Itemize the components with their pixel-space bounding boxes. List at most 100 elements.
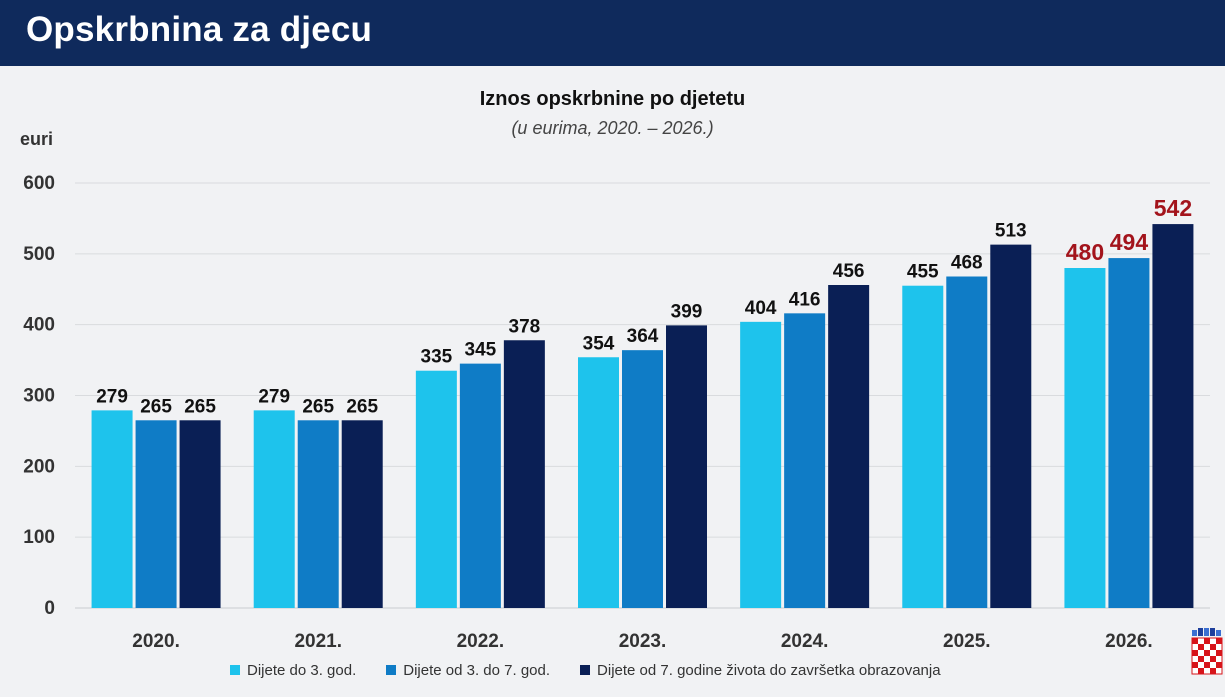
chart-area: Iznos opskrbnine po djetetu (u eurima, 2… [0, 66, 1225, 697]
x-tick-label: 2022. [457, 631, 505, 652]
checker-cell [1204, 656, 1210, 662]
data-label: 404 [745, 298, 777, 319]
legend-swatch-series-3 [580, 665, 591, 675]
data-label: 416 [789, 289, 821, 310]
checker-cell [1192, 656, 1198, 662]
checker-cell [1204, 638, 1210, 644]
checker-cell [1210, 638, 1216, 644]
bar-2022-series-1 [415, 370, 457, 608]
x-tick-label: 2024. [781, 631, 829, 652]
x-tick-label: 2023. [619, 631, 667, 652]
legend-item-series-3: Dijete od 7. godine života do završetka … [580, 662, 941, 679]
bar-2021-series-1 [253, 410, 295, 608]
legend-label-series-3: Dijete od 7. godine života do završetka … [597, 661, 941, 679]
checker-cell [1204, 662, 1210, 668]
checker-cell [1192, 644, 1198, 650]
checker-cell [1210, 662, 1216, 668]
checker-cell [1204, 668, 1210, 674]
legend-item-series-2: Dijete od 3. do 7. god. [386, 662, 550, 679]
data-label: 345 [465, 340, 497, 361]
data-label: 456 [833, 261, 865, 282]
legend-swatch-series-2 [386, 665, 397, 675]
bar-2024-series-3 [828, 285, 870, 608]
checker-cell [1204, 644, 1210, 650]
checker-cell [1198, 668, 1204, 674]
page-title: Opskrbnina za djecu [26, 10, 373, 49]
checker-border [1191, 637, 1223, 675]
y-tick-label: 400 [23, 315, 55, 336]
bar-2020-series-1 [91, 410, 133, 608]
checker-cell [1216, 668, 1222, 674]
chart-title: Iznos opskrbnine po djetetu [479, 88, 746, 110]
bar-2021-series-2 [297, 420, 339, 608]
checker-cell [1216, 638, 1222, 644]
bar-2024-series-2 [784, 313, 826, 608]
bar-2022-series-2 [459, 363, 501, 608]
croatian-coat-of-arms-icon [1191, 628, 1223, 675]
y-axis-unit-label: euri [20, 129, 54, 149]
checker-cell [1192, 638, 1198, 644]
x-tick-label: 2026. [1105, 631, 1153, 652]
bar-2021-series-3 [341, 420, 383, 608]
x-tick-label: 2020. [132, 631, 180, 652]
checker-cell [1198, 638, 1204, 644]
y-tick-label: 600 [23, 173, 55, 194]
data-label: 335 [421, 347, 453, 368]
checker-cell [1198, 656, 1204, 662]
y-tick-label: 0 [44, 598, 55, 619]
legend-item-series-1: Dijete do 3. god. [230, 662, 356, 679]
bar-2025-series-3 [990, 244, 1032, 608]
data-label: 455 [907, 262, 939, 283]
chart-legend: Dijete do 3. god. Dijete od 3. do 7. god… [230, 660, 971, 680]
checker-cell [1192, 650, 1198, 656]
data-label: 513 [995, 221, 1027, 242]
checker-cell [1210, 644, 1216, 650]
bar-2022-series-3 [503, 340, 545, 608]
y-tick-label: 100 [23, 527, 55, 548]
checker-cell [1192, 662, 1198, 668]
legend-swatch-series-1 [230, 665, 240, 675]
checker-cell [1210, 650, 1216, 656]
data-label: 494 [1110, 229, 1149, 255]
data-label: 279 [96, 386, 128, 407]
bar-chart: 0 100 200 300 400 500 600 279 265 265 2020. 279 265 2… [23, 173, 1210, 652]
bar-2025-series-1 [902, 285, 944, 608]
x-tick-label: 2021. [294, 631, 342, 652]
checker-cell [1204, 650, 1210, 656]
data-label: 364 [627, 326, 659, 347]
y-tick-label: 200 [23, 456, 55, 477]
checker-cell [1198, 662, 1204, 668]
data-label: 399 [671, 301, 703, 322]
chart-subtitle: (u eurima, 2020. – 2026.) [511, 118, 714, 138]
bar-2023-series-1 [578, 357, 619, 608]
data-label: 354 [583, 333, 615, 354]
checker-cell [1210, 656, 1216, 662]
data-label: 279 [258, 386, 290, 407]
data-label: 542 [1154, 195, 1192, 221]
checker-cell [1216, 662, 1222, 668]
bar-2020-series-3 [179, 420, 221, 608]
bar-2024-series-1 [740, 321, 782, 608]
bar-2025-series-2 [946, 276, 988, 608]
checker-cell [1216, 650, 1222, 656]
checker-cell [1216, 656, 1222, 662]
data-label: 468 [951, 253, 983, 274]
legend-label-series-1: Dijete do 3. god. [247, 661, 357, 679]
bar-2026-series-2 [1108, 258, 1150, 608]
bar-2023-series-3 [666, 325, 707, 608]
data-label: 265 [302, 396, 334, 417]
bar-2020-series-2 [135, 420, 177, 608]
data-label: 378 [509, 316, 541, 337]
data-label: 480 [1066, 239, 1104, 265]
x-tick-label: 2025. [943, 631, 991, 652]
data-label: 265 [346, 396, 378, 417]
page-header: Opskrbnina za djecu [0, 0, 1225, 66]
checker-cell [1216, 644, 1222, 650]
data-label: 265 [184, 396, 216, 417]
bar-2026-series-3 [1152, 224, 1194, 609]
checker-cell [1210, 668, 1216, 674]
data-label: 265 [140, 396, 172, 417]
checker-cell [1192, 668, 1198, 674]
checker-cell [1198, 650, 1204, 656]
y-tick-label: 500 [23, 244, 55, 265]
